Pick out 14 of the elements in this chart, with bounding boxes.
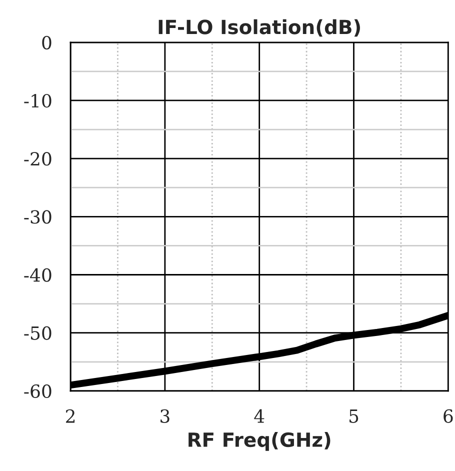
chart-title: IF-LO Isolation(dB) [158,19,360,37]
y-tick-label: -50 [24,326,52,340]
x-tick-label: 3 [160,409,170,423]
y-tick-label: -10 [24,94,52,108]
x-tick-label: 2 [66,409,74,423]
y-tick-label: -30 [24,210,52,224]
x-axis-title: RF Freq(GHz) [188,432,330,451]
x-tick-label: 6 [444,409,453,423]
y-tick-label: 0 [42,36,52,50]
y-tick-label: -20 [24,152,52,166]
x-tick-label: 5 [350,410,358,423]
x-tick-label: 4 [254,409,264,423]
y-tick-label: -60 [24,384,52,398]
y-tick-label: -40 [24,268,52,282]
